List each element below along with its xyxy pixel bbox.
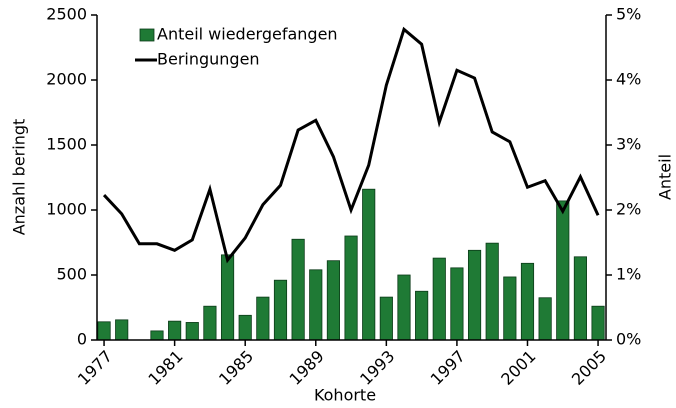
legend-swatch: [139, 28, 155, 42]
legend-label: Beringungen: [157, 50, 260, 69]
y2-tick-label: 5%: [616, 5, 641, 24]
x-tick-label: 1997: [427, 347, 469, 389]
x-tick-label: 1981: [144, 347, 186, 389]
y-tick-label: 1000: [46, 200, 87, 219]
bar: [415, 290, 429, 341]
y2-axis-title: Anteil: [656, 154, 675, 200]
bar: [485, 242, 499, 341]
bar: [538, 297, 552, 341]
y2-tick-label: 0%: [616, 330, 641, 349]
x-axis-title: Kohorte: [314, 386, 376, 405]
bar: [238, 314, 252, 341]
x-tick-label: 1977: [74, 347, 116, 389]
x-tick-label: 1993: [356, 347, 398, 389]
bar: [503, 276, 517, 341]
y-tick-label: 1500: [46, 135, 87, 154]
bar: [256, 296, 270, 341]
bar: [520, 262, 535, 341]
bar: [573, 256, 587, 341]
bar: [556, 200, 570, 341]
y2-tick-label: 1%: [616, 265, 641, 284]
bar: [220, 254, 235, 341]
bar: [150, 330, 164, 341]
y2-tick-label: 2%: [616, 200, 641, 219]
legend-label: Anteil wiedergefangen: [157, 25, 338, 44]
line: [102, 26, 600, 264]
bar: [362, 188, 376, 341]
bar: [273, 279, 288, 341]
y2-tick-label: 3%: [616, 135, 641, 154]
bar: [168, 320, 182, 341]
bar: [591, 305, 605, 341]
y-axis-title: Anzahl beringt: [10, 119, 29, 236]
y2-tick-label: 4%: [616, 70, 641, 89]
bar: [115, 319, 129, 341]
bar: [97, 321, 111, 341]
bar: [203, 305, 217, 341]
bar: [397, 274, 411, 341]
bar: [450, 267, 464, 341]
bar: [344, 235, 358, 341]
bar: [185, 322, 199, 341]
bar: [432, 257, 446, 341]
x-tick-label: 2005: [568, 347, 610, 389]
bar: [326, 260, 340, 341]
bar: [291, 238, 305, 341]
x-tick-label: 1985: [215, 347, 257, 389]
y-tick-label: 0: [77, 330, 87, 349]
bar: [379, 296, 393, 341]
y-tick-label: 2000: [46, 70, 87, 89]
x-tick-label: 2001: [497, 347, 539, 389]
bar: [309, 269, 323, 341]
y-tick-label: 500: [56, 265, 87, 284]
y-tick-label: 2500: [46, 5, 87, 24]
bar: [467, 249, 482, 341]
x-tick-label: 1989: [286, 347, 328, 389]
